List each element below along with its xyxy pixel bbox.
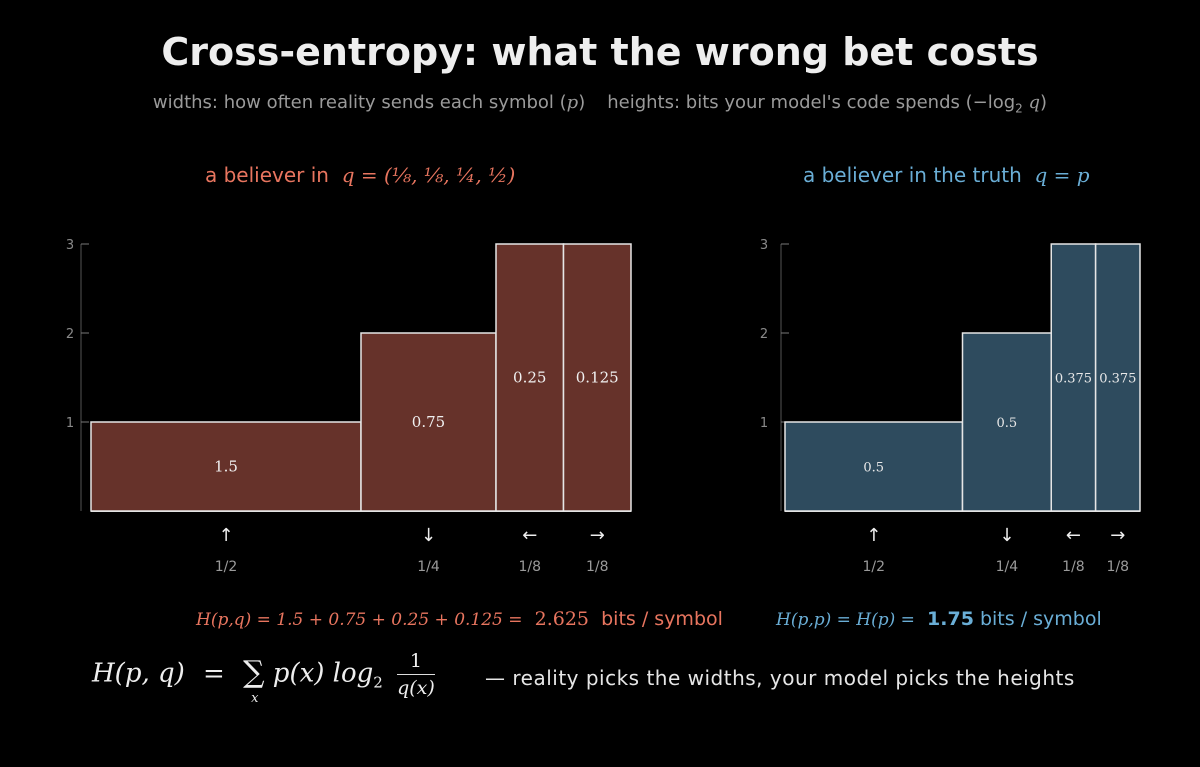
right-width-label: 1/2 [862,559,885,575]
left-bar-label: 0.75 [412,413,445,431]
right-heading-math: q = p [1034,163,1090,187]
right-y-tick-label: 3 [760,238,768,253]
right-panel-heading: a believer in the truth q = p [803,163,1090,187]
left-bar [495,243,565,512]
right-bar-label: 0.375 [1099,372,1136,387]
left-sum-value: 2.625 [534,608,590,630]
subtitle-widths: widths: how often reality sends each sym… [152,92,586,113]
left-y-tick-label: 3 [66,238,74,253]
right-y-tick-label: 2 [760,327,768,342]
left-sum-line: H(p,q) = 1.5 + 0.75 + 0.25 + 0.125 = 2.6… [196,608,723,630]
chart-title: Cross-entropy: what the wrong bet costs [161,30,1039,74]
left-bar-label: 1.5 [214,458,238,476]
left-symbol-label: ← [522,525,537,546]
left-bar-label: 0.125 [576,369,619,387]
right-symbol-label: ↑ [866,525,881,546]
right-bar-label: 0.5 [863,461,884,476]
right-bar [784,421,964,512]
right-sum-unit: bits / symbol [979,608,1102,630]
left-width-label: 1/4 [417,559,440,575]
left-sum-unit: bits / symbol [601,608,723,630]
right-sum-line: H(p,p) = H(p) = 1.75 bits / symbol [776,608,1102,630]
right-width-label: 1/8 [1107,559,1130,575]
left-y-tick-label: 1 [66,416,74,431]
right-bar-label: 0.5 [997,416,1018,431]
right-bar [961,332,1052,512]
left-bar [90,421,362,512]
left-width-label: 1/8 [518,559,541,575]
subtitle-heights: heights: bits your model's code spends (… [607,92,1048,116]
right-width-label: 1/8 [1062,559,1085,575]
right-sum-value: 1.75 [927,608,974,630]
left-symbol-label: → [590,525,605,546]
left-bar-label: 0.25 [513,369,546,387]
left-width-label: 1/8 [586,559,609,575]
right-bar [1050,243,1097,512]
left-symbol-label: ↓ [421,525,436,546]
left-width-label: 1/2 [215,559,238,575]
left-y-tick-label: 2 [66,327,74,342]
right-symbol-label: ← [1066,525,1081,546]
right-y-tick-label: 1 [760,416,768,431]
left-symbol-label: ↑ [218,525,233,546]
right-symbol-label: → [1110,525,1125,546]
right-symbol-label: ↓ [999,525,1014,546]
right-width-label: 1/4 [996,559,1019,575]
cross-entropy-formula: H(p, q) = ∑ x p(x) log2 1 q(x) [92,650,435,706]
right-bar-label: 0.375 [1055,372,1092,387]
left-heading-math: q = (⅛, ⅛, ¼, ½) [341,163,516,187]
chart-subtitle: widths: how often reality sends each sym… [0,92,1200,116]
left-bar [562,243,632,512]
tagline: — reality picks the widths, your model p… [485,666,1075,690]
left-panel-heading: a believer in q = (⅛, ⅛, ¼, ½) [205,163,516,187]
right-bar [1094,243,1141,512]
